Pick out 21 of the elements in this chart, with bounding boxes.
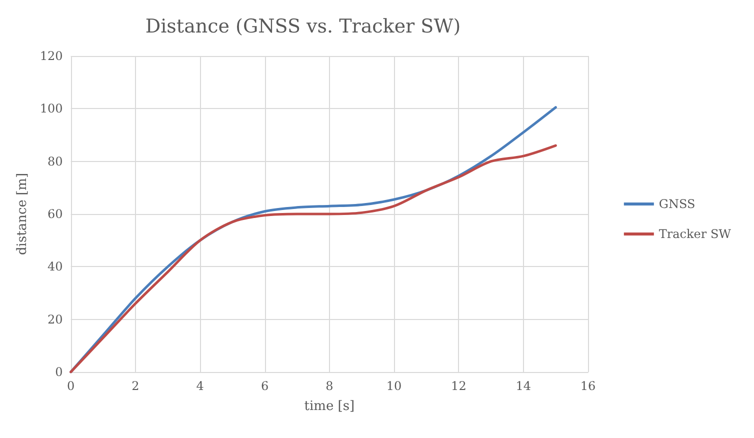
y-tick-label: 40 [48,260,63,274]
x-tick-label: 2 [132,379,140,393]
x-tick-label: 12 [451,379,466,393]
y-tick-label: 120 [40,49,63,63]
y-tick-label: 0 [55,365,63,379]
y-tick-label: 80 [48,154,63,168]
x-tick-label: 0 [66,379,75,393]
x-tick-label: 6 [260,379,269,393]
x-axis-title: time [s] [304,399,355,414]
x-tick-label: 16 [580,379,596,393]
x-tick-label: 14 [516,379,532,393]
y-tick-label: 60 [48,207,63,221]
x-tick-label: 8 [326,379,334,393]
x-tick-label: 4 [196,379,204,393]
y-tick-label: 100 [40,102,63,116]
x-tick-label: 10 [386,379,402,393]
legend-label: GNSS [658,197,696,211]
legend-label: Tracker SW [658,227,732,241]
y-tick-label: 20 [48,312,63,326]
y-axis-title: distance [m] [15,172,30,256]
chart-title: Distance (GNSS vs. Tracker SW) [145,16,461,38]
